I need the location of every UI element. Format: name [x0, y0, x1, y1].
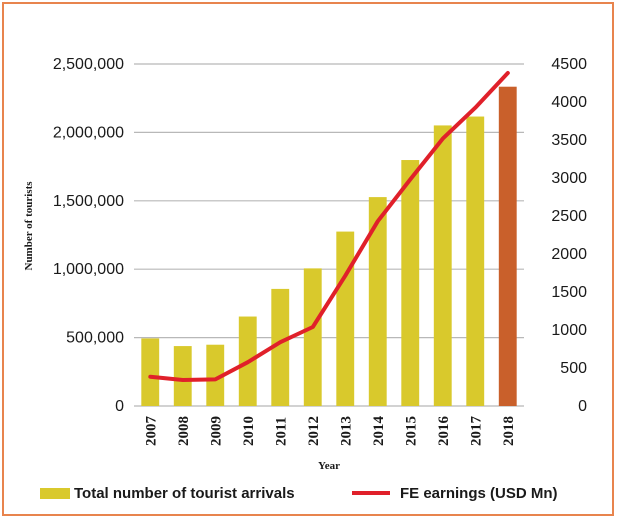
y-tick-label: 1,500,000 [53, 193, 124, 210]
x-tick-label: 2010 [241, 416, 257, 446]
y-tick-label: 2,500,000 [53, 56, 124, 73]
y2-tick-label: 2000 [551, 246, 587, 263]
x-tick-label: 2008 [176, 416, 192, 446]
bar [141, 338, 160, 406]
x-tick-label: 2007 [143, 416, 159, 447]
chart-frame: 0 500,000 1,000,000 1,500,000 2,000,000 2,500… [2, 2, 614, 516]
y-tick-label: 500,000 [66, 330, 124, 347]
earnings-series-line [148, 71, 510, 382]
y-tick-label: 0 [115, 398, 124, 415]
bar [271, 288, 290, 406]
x-tick-label: 2018 [501, 416, 517, 446]
y2-tick-label: 1500 [551, 284, 587, 301]
bar [466, 116, 485, 407]
y-tick-label: 2,000,000 [53, 124, 124, 141]
bar [303, 268, 322, 406]
y2-tick-label: 500 [560, 360, 587, 377]
y2-tick-label: 4500 [551, 56, 587, 73]
bar [498, 86, 517, 406]
bars [141, 86, 517, 407]
x-tick-label: 2012 [306, 416, 322, 446]
x-axis-ticks: 2007 2008 2009 2010 2011 2012 2013 2014 2015 2016… [143, 416, 517, 447]
x-axis-label: Year [318, 460, 340, 472]
y-axis-label: Number of tourists [23, 181, 35, 271]
y2-tick-label: 4000 [551, 94, 587, 111]
y2-tick-label: 2500 [551, 208, 587, 225]
x-tick-label: 2016 [436, 416, 452, 447]
x-tick-label: 2013 [338, 416, 354, 446]
chart-svg: 0 500,000 1,000,000 1,500,000 2,000,000 2,500… [23, 56, 587, 502]
bar [336, 231, 355, 406]
legend-line-label: FE earnings (USD Mn) [400, 485, 558, 502]
x-tick-label: 2015 [403, 416, 419, 446]
grid-lines [134, 63, 524, 407]
bar [433, 125, 452, 406]
bar [401, 160, 420, 406]
bar [173, 346, 192, 406]
y-tick-label: 1,000,000 [53, 261, 124, 278]
bar [206, 344, 225, 406]
x-tick-label: 2017 [468, 416, 484, 447]
x-tick-label: 2014 [371, 416, 387, 447]
legend-bar-label: Total number of tourist arrivals [74, 485, 295, 502]
legend-bar-swatch [40, 488, 70, 499]
y2-tick-label: 3500 [551, 132, 587, 149]
left-axis-ticks: 0 500,000 1,000,000 1,500,000 2,000,000 2,500… [53, 56, 124, 415]
right-axis-ticks: 0 500 1000 1500 2000 2500 3000 3500 4000 4500 [551, 56, 587, 415]
bar [368, 197, 387, 406]
y2-tick-label: 1000 [551, 322, 587, 339]
legend: Total number of tourist arrivals FE earn… [40, 485, 558, 502]
y2-tick-label: 0 [578, 398, 587, 415]
x-tick-label: 2011 [273, 417, 289, 446]
earnings-line [148, 71, 510, 382]
y2-tick-label: 3000 [551, 170, 587, 187]
x-tick-label: 2009 [208, 416, 224, 446]
